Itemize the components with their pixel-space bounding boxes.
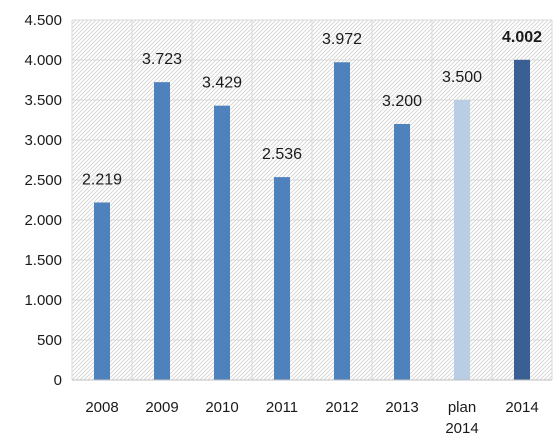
data-label: 3.200	[382, 93, 422, 110]
data-label: 4.002	[502, 29, 542, 46]
x-tick-label: 2012	[325, 399, 358, 416]
data-label: 3.723	[142, 51, 182, 68]
y-tick-label: 1.000	[24, 292, 62, 309]
x-tick-label: 2013	[385, 399, 418, 416]
y-tick-label: 4.500	[24, 12, 62, 29]
y-tick-label: 2.000	[24, 212, 62, 229]
data-labels: 2.219 3.723 3.429 2.536 3.972 3.200 3.500 4.002	[82, 29, 542, 189]
x-axis: 2008 2009 2010 2011 2012 2013 plan 2014 2014	[85, 399, 538, 437]
y-tick-label: 3.500	[24, 92, 62, 109]
x-tick-label: 2009	[145, 399, 178, 416]
x-tick-label: 2008	[85, 399, 118, 416]
bar	[334, 62, 350, 381]
y-tick-label: 500	[37, 332, 62, 349]
data-label: 2.219	[82, 171, 122, 188]
bar	[274, 177, 290, 380]
x-tick-label: 2011	[266, 399, 298, 416]
bar	[394, 124, 410, 380]
bar	[514, 59, 530, 381]
data-label: 3.429	[202, 75, 242, 92]
y-tick-label: 0	[54, 372, 62, 389]
y-tick-label: 3.000	[24, 132, 62, 149]
bars	[94, 59, 530, 381]
x-tick-label: plan	[448, 399, 476, 416]
bar	[454, 100, 470, 380]
data-label: 3.972	[322, 31, 362, 48]
bar	[154, 82, 170, 380]
x-tick-label: 2014	[445, 420, 478, 437]
data-label: 2.536	[262, 146, 302, 163]
x-tick-label: 2014	[505, 399, 538, 416]
gridlines	[71, 19, 553, 380]
x-tick-label: 2010	[205, 399, 238, 416]
bar	[214, 105, 230, 381]
y-tick-label: 1.500	[24, 252, 62, 269]
data-label: 3.500	[442, 69, 482, 86]
y-tick-label: 4.000	[24, 52, 62, 69]
y-tick-label: 2.500	[24, 172, 62, 189]
y-axis: 0 500 1.000 1.500 2.000 2.500 3.000 3.500 4.000 4…	[24, 12, 62, 389]
bar	[94, 202, 110, 380]
